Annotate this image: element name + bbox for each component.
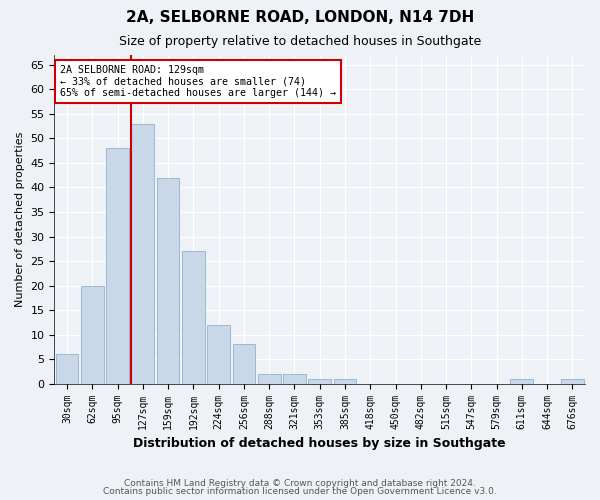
Y-axis label: Number of detached properties: Number of detached properties (15, 132, 25, 307)
Bar (258, 374, 281, 384)
Bar (308, 379, 331, 384)
Bar (157, 178, 179, 384)
Bar (334, 379, 356, 384)
X-axis label: Distribution of detached houses by size in Southgate: Distribution of detached houses by size … (133, 437, 506, 450)
Bar (207, 325, 230, 384)
Bar (131, 124, 154, 384)
Text: Contains public sector information licensed under the Open Government Licence v3: Contains public sector information licen… (103, 487, 497, 496)
Bar (561, 379, 584, 384)
Text: 2A SELBORNE ROAD: 129sqm
← 33% of detached houses are smaller (74)
65% of semi-d: 2A SELBORNE ROAD: 129sqm ← 33% of detach… (60, 65, 336, 98)
Bar (283, 374, 306, 384)
Bar (56, 354, 79, 384)
Text: Size of property relative to detached houses in Southgate: Size of property relative to detached ho… (119, 35, 481, 48)
Bar (182, 251, 205, 384)
Text: Contains HM Land Registry data © Crown copyright and database right 2024.: Contains HM Land Registry data © Crown c… (124, 478, 476, 488)
Bar (81, 286, 104, 384)
Text: 2A, SELBORNE ROAD, LONDON, N14 7DH: 2A, SELBORNE ROAD, LONDON, N14 7DH (126, 10, 474, 25)
Bar (233, 344, 255, 384)
Bar (511, 379, 533, 384)
Bar (106, 148, 129, 384)
